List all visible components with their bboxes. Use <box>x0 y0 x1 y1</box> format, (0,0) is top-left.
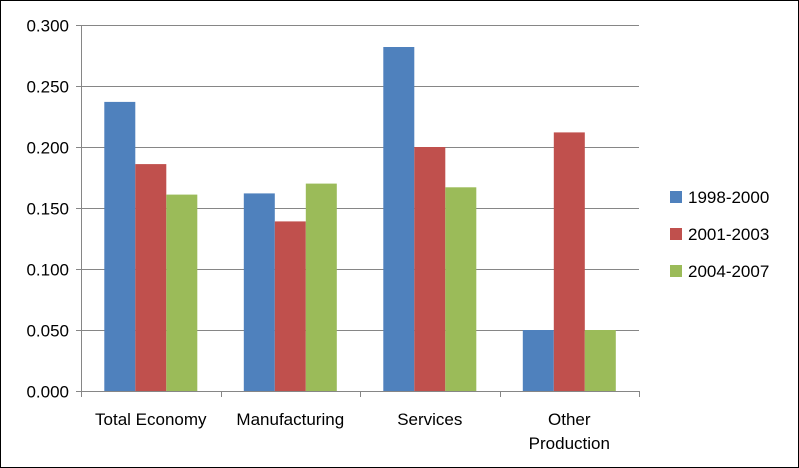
y-tick-label: 0.150 <box>26 200 69 219</box>
bar <box>166 194 198 391</box>
y-tick-labels: 0.000 0.050 0.100 0.150 0.200 0.250 0.300 <box>26 17 69 402</box>
y-tick-label: 0.100 <box>26 261 69 280</box>
y-tick-label: 0.300 <box>26 17 69 36</box>
y-tick-label: 0.200 <box>26 139 69 158</box>
bar <box>445 187 477 391</box>
bar <box>104 101 136 392</box>
bar <box>243 193 275 391</box>
x-tick-labels: Total Economy Manufacturing Services Other P… <box>95 410 610 453</box>
legend-swatch <box>670 191 682 203</box>
legend-label: 1998-2000 <box>688 188 769 207</box>
bar <box>274 221 306 391</box>
y-tick-label: 0.050 <box>26 322 69 341</box>
legend-swatch <box>670 228 682 240</box>
axes <box>76 25 640 397</box>
x-tick-label: Other <box>548 410 591 429</box>
bar <box>305 183 337 391</box>
bar <box>522 330 554 391</box>
bars <box>104 47 616 392</box>
x-tick-label: Total Economy <box>95 410 207 429</box>
x-tick-label: Services <box>397 410 462 429</box>
bar <box>383 47 415 391</box>
bar <box>584 330 616 391</box>
legend-swatch <box>670 265 682 277</box>
y-tick-label: 0.000 <box>26 383 69 402</box>
bar <box>135 164 167 391</box>
legend-label: 2004-2007 <box>688 262 769 281</box>
bar <box>553 132 585 391</box>
x-tick-label: Manufacturing <box>236 410 344 429</box>
legend: 1998-2000 2001-2003 2004-2007 <box>670 188 769 281</box>
legend-label: 2001-2003 <box>688 225 769 244</box>
bar <box>414 147 446 391</box>
x-tick-label: Production <box>529 434 610 453</box>
y-tick-label: 0.250 <box>26 78 69 97</box>
